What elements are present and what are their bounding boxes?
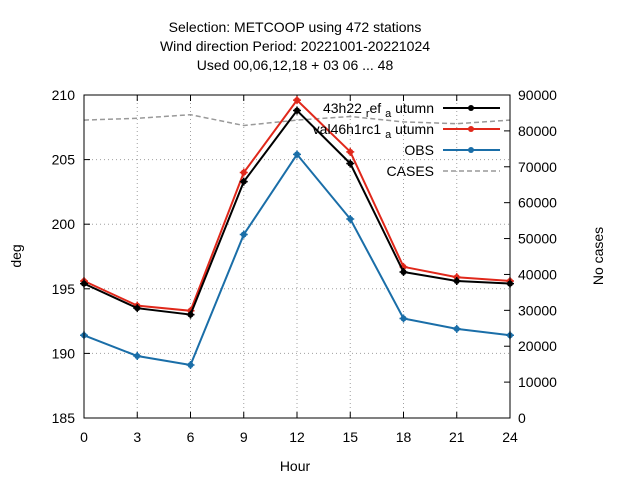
y2-tick-label: 90000 [518, 87, 557, 103]
legend-marker [468, 105, 474, 111]
data-point-cross [293, 106, 301, 115]
y2-tick-label: 50000 [518, 231, 557, 247]
y2-tick-label: 80000 [518, 123, 557, 139]
x-axis-label: Hour [280, 458, 311, 474]
x-tick-label: 21 [449, 429, 465, 445]
plot-series [80, 96, 514, 370]
data-point-cross [293, 150, 301, 159]
x-tick-label: 15 [342, 429, 358, 445]
x-tick-label: 0 [80, 429, 88, 445]
legend-label: CASES [387, 163, 434, 179]
x-tick-label: 24 [502, 429, 518, 445]
y-tick-label: 200 [52, 216, 76, 232]
y2-tick-label: 30000 [518, 302, 557, 318]
y-tick-label: 195 [52, 281, 76, 297]
legend-marker [468, 147, 474, 153]
legend-label: OBS [404, 142, 434, 158]
data-point-cross [452, 324, 461, 333]
x-tick-label: 6 [187, 429, 195, 445]
y2-axis-label: No cases [590, 227, 606, 285]
plot-frame [83, 94, 511, 419]
data-point-cross [133, 351, 142, 360]
x-tick-label: 18 [396, 429, 412, 445]
data-point-cross [186, 361, 195, 370]
data-point-cross [399, 314, 408, 323]
data-point-cross [186, 310, 195, 319]
data-point-cross [452, 277, 461, 286]
legend-marker [468, 126, 474, 132]
chart-title-line-2: Wind direction Period: 20221001-20221024 [160, 38, 430, 54]
data-point-cross [399, 268, 408, 277]
data-point-cross [346, 159, 355, 168]
y2-tick-label: 20000 [518, 338, 557, 354]
chart-title-line-1: Selection: METCOOP using 472 stations [169, 19, 422, 35]
axis-ticks: 0 3 6 9 12 15 18 21 24 185 190 195 200 205 210 0 10000 20… [52, 87, 558, 445]
x-tick-label: 12 [289, 429, 305, 445]
y2-tick-label: 60000 [518, 195, 557, 211]
y2-tick-label: 10000 [518, 374, 557, 390]
y-axis-label: deg [8, 244, 24, 267]
series-line-cases [83, 113, 511, 127]
y-tick-label: 185 [52, 410, 76, 426]
x-tick-label: 9 [240, 429, 248, 445]
data-point-cross [346, 147, 355, 156]
y2-tick-label: 70000 [518, 159, 557, 175]
y-tick-label: 205 [52, 152, 76, 168]
data-point-cross [239, 177, 248, 186]
grid-lines [84, 95, 510, 418]
data-point-cross [239, 168, 248, 177]
legend-label: 43h22 ref a utumn [323, 100, 434, 120]
x-tick-label: 3 [133, 429, 141, 445]
y2-tick-label: 0 [518, 410, 526, 426]
y2-tick-label: 40000 [518, 266, 557, 282]
data-point-cross [346, 215, 355, 224]
data-point-cross [133, 304, 142, 313]
y-tick-label: 210 [52, 87, 76, 103]
y-tick-label: 190 [52, 345, 76, 361]
data-point-cross [293, 96, 301, 105]
chart-title-line-3: Used 00,06,12,18 + 03 06 ... 48 [197, 57, 394, 73]
legend-label: val46h1rc1 a utumn [313, 121, 434, 141]
data-point-cross [239, 230, 248, 239]
